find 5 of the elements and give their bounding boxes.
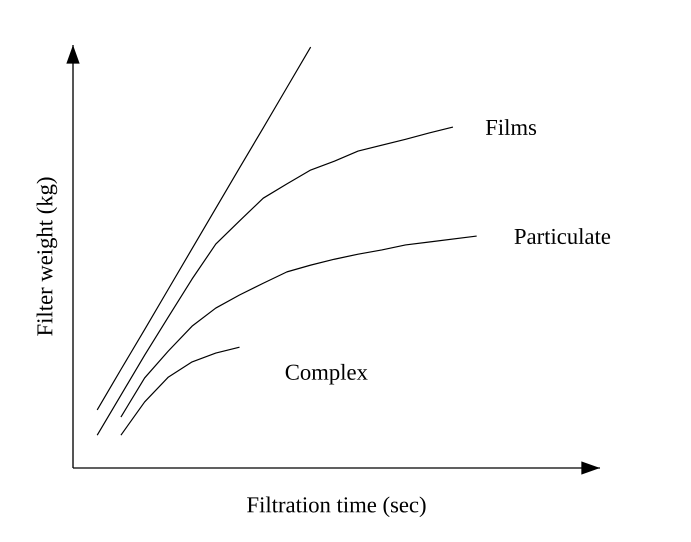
y-axis-title: Filter weight (kg) — [36, 178, 58, 336]
x-axis-title: Filtration time (sec) — [247, 496, 426, 518]
text: Complex — [286, 364, 368, 384]
series-label: Films — [486, 119, 536, 136]
series-label: Particulate — [514, 228, 610, 244]
